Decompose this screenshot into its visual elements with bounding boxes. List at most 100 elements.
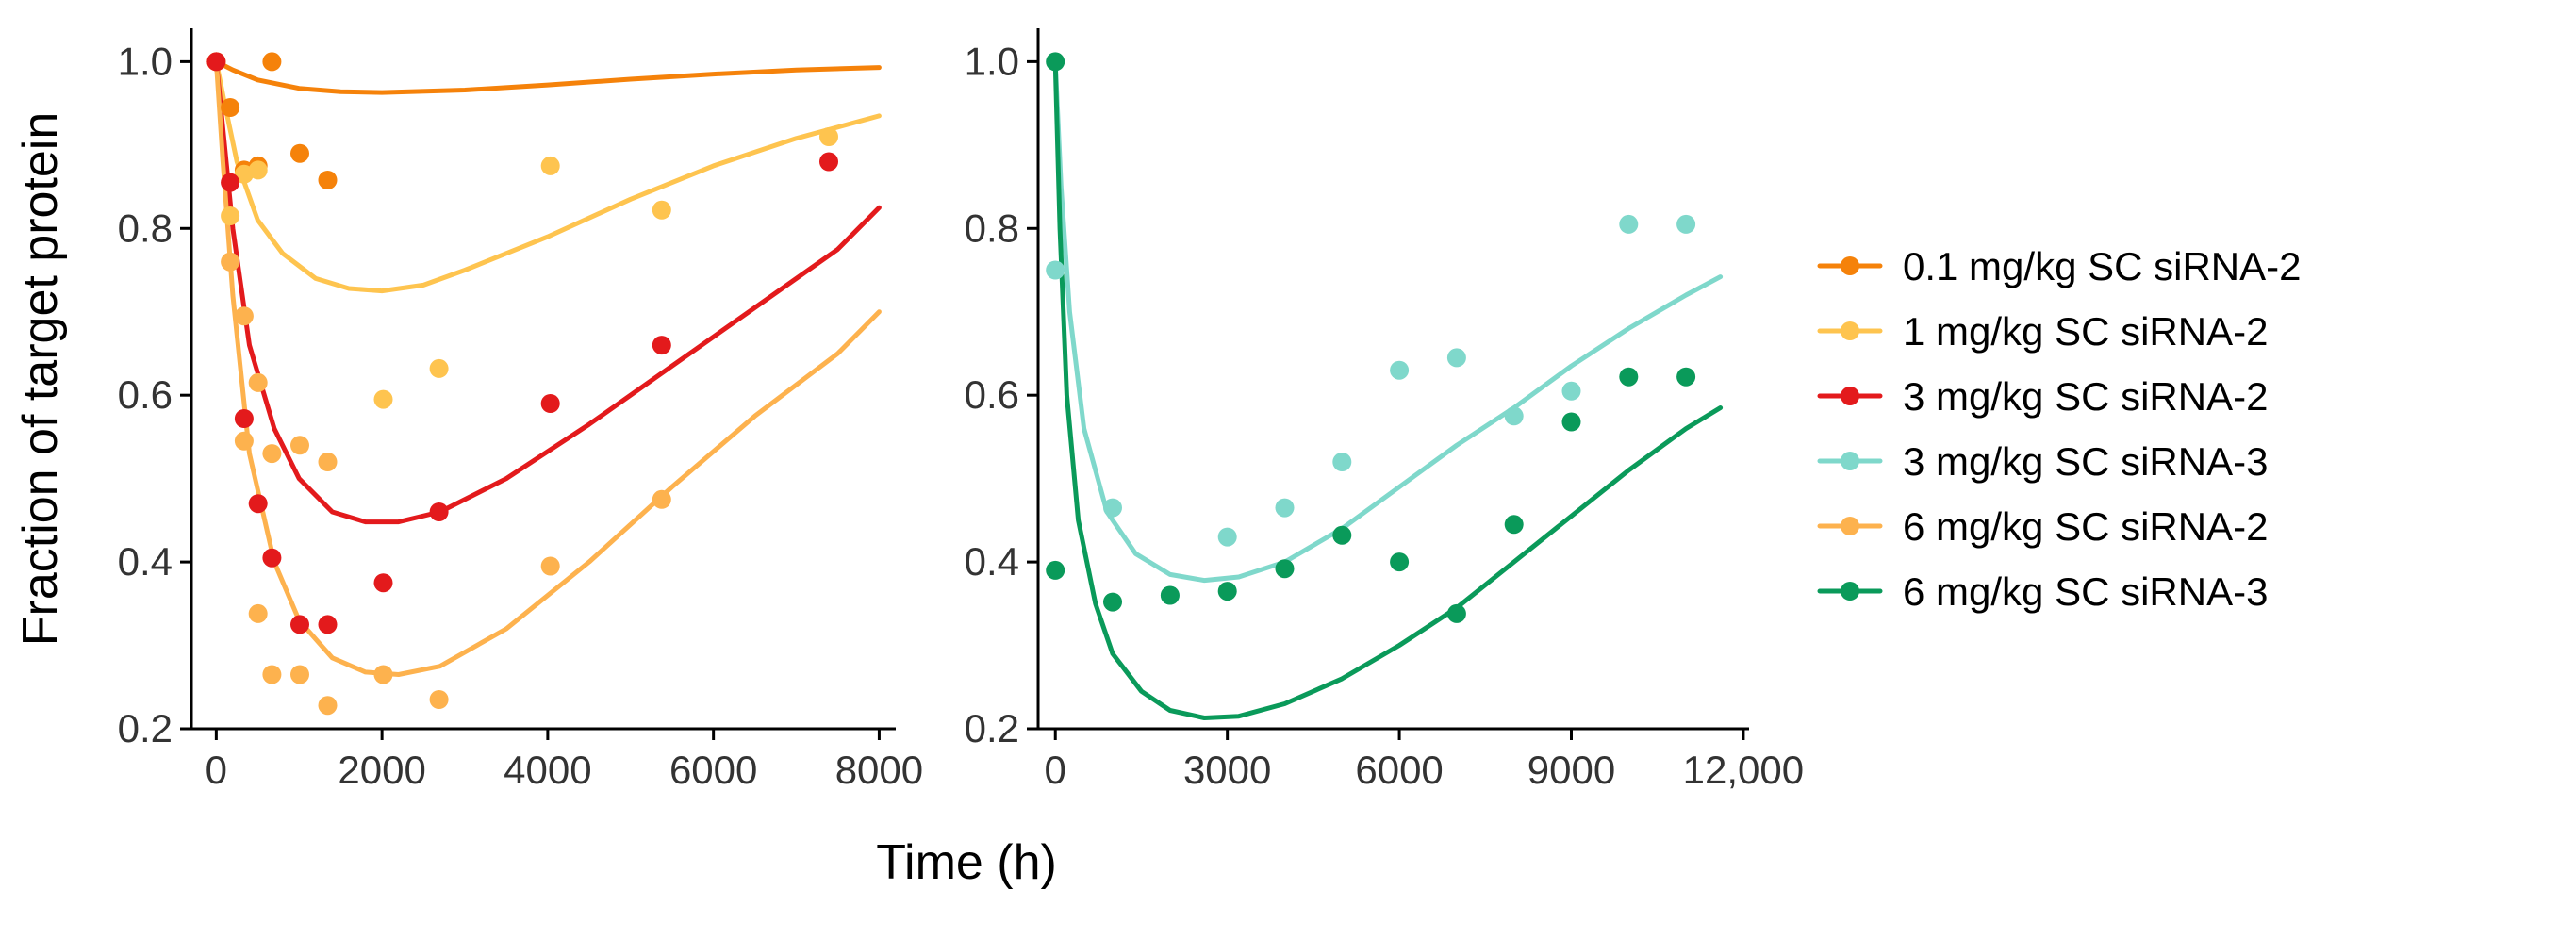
data-point-6-mg-kg-sc-sirna-3-4 bbox=[1217, 582, 1237, 601]
legend-marker-1-mg-kg-sc-sirna-2 bbox=[1841, 321, 1859, 340]
right-y-tick-label: 0.2 bbox=[965, 706, 1019, 750]
data-point-6-mg-kg-sc-sirna-2-3 bbox=[248, 372, 268, 392]
left-y-tick-label: 1.0 bbox=[118, 39, 173, 83]
data-point-6-mg-kg-sc-sirna-3-9 bbox=[1504, 515, 1524, 535]
data-point-3-mg-kg-sc-sirna-3-5 bbox=[1332, 453, 1352, 471]
left-x-tick-label: 8000 bbox=[835, 748, 923, 792]
data-point-3-mg-kg-sc-sirna-3-3 bbox=[1217, 527, 1237, 547]
right-y-tick-label: 0.8 bbox=[965, 206, 1019, 250]
legend-item-0-1-mg-kg-sc-sirna-2: 0.1 mg/kg SC siRNA-2 bbox=[1817, 244, 2301, 288]
data-point-3-mg-kg-sc-sirna-3-4 bbox=[1275, 498, 1295, 518]
data-point-6-mg-kg-sc-sirna-2-4 bbox=[248, 603, 268, 623]
data-point-6-mg-kg-sc-sirna-2-2 bbox=[234, 431, 254, 451]
data-point-3-mg-kg-sc-sirna-3-0 bbox=[1046, 260, 1065, 280]
data-point-3-mg-kg-sc-sirna-2-5 bbox=[290, 615, 309, 634]
fit-line-6-mg-kg-sc-sirna-3 bbox=[1052, 58, 1724, 720]
right-fit-lines bbox=[1052, 58, 1724, 720]
left-y-tick-label: 0.4 bbox=[118, 539, 173, 584]
data-point-3-mg-kg-sc-sirna-2-7 bbox=[373, 573, 393, 593]
legend-marker-0-1-mg-kg-sc-sirna-2 bbox=[1841, 256, 1859, 275]
data-point-6-mg-kg-sc-sirna-2-14 bbox=[652, 489, 671, 509]
data-point-6-mg-kg-sc-sirna-2-6 bbox=[262, 665, 282, 684]
left-y-tick-label: 0.6 bbox=[118, 372, 173, 417]
legend-label-6-mg-kg-sc-sirna-2: 6 mg/kg SC siRNA-2 bbox=[1903, 504, 2268, 549]
right-y-tick-label: 0.4 bbox=[965, 539, 1019, 584]
data-point-1-mg-kg-sc-sirna-2-7 bbox=[652, 200, 671, 220]
data-point-6-mg-kg-sc-sirna-3-3 bbox=[1160, 585, 1180, 605]
left-panel: 0.2 0.4 0.6 0.8 1.0 0 2000 4000 6000 8000 bbox=[118, 28, 923, 792]
legend-marker-3-mg-kg-sc-sirna-2 bbox=[1841, 387, 1859, 405]
right-x-tick-label: 0 bbox=[1045, 748, 1066, 792]
legend-marker-6-mg-kg-sc-sirna-3 bbox=[1841, 582, 1859, 601]
right-x-tick-label: 6000 bbox=[1355, 748, 1443, 792]
legend-item-3-mg-kg-sc-sirna-3: 3 mg/kg SC siRNA-3 bbox=[1817, 439, 2268, 484]
data-point-3-mg-kg-sc-sirna-3-6 bbox=[1390, 360, 1410, 380]
right-y-tick-label: 1.0 bbox=[965, 39, 1019, 83]
data-point-6-mg-kg-sc-sirna-2-11 bbox=[373, 665, 393, 684]
right-y-tick-label: 0.6 bbox=[965, 372, 1019, 417]
left-x-tick-label: 6000 bbox=[669, 748, 757, 792]
data-point-3-mg-kg-sc-sirna-3-9 bbox=[1561, 381, 1581, 401]
data-point-3-mg-kg-sc-sirna-2-8 bbox=[429, 502, 449, 521]
data-point-6-mg-kg-sc-sirna-3-0 bbox=[1046, 52, 1065, 72]
data-point-3-mg-kg-sc-sirna-2-10 bbox=[652, 336, 671, 355]
data-point-0-1-mg-kg-sc-sirna-2-5 bbox=[290, 143, 309, 163]
right-panel: 0.2 0.4 0.6 0.8 1.0 0 3000 6000 9000 12,000 bbox=[965, 28, 1804, 792]
left-y-ticks: 0.2 0.4 0.6 0.8 1.0 bbox=[118, 39, 191, 750]
data-point-6-mg-kg-sc-sirna-3-1 bbox=[1046, 560, 1065, 580]
data-point-3-mg-kg-sc-sirna-2-2 bbox=[234, 409, 254, 428]
left-y-tick-label: 0.8 bbox=[118, 206, 173, 250]
data-point-3-mg-kg-sc-sirna-3-10 bbox=[1619, 214, 1639, 234]
legend-item-1-mg-kg-sc-sirna-2: 1 mg/kg SC siRNA-2 bbox=[1817, 309, 2268, 354]
data-point-6-mg-kg-sc-sirna-2-1 bbox=[234, 306, 254, 326]
data-point-6-mg-kg-sc-sirna-3-2 bbox=[1103, 592, 1122, 612]
fit-line-3-mg-kg-sc-sirna-3 bbox=[1052, 58, 1724, 584]
data-point-1-mg-kg-sc-sirna-2-8 bbox=[819, 127, 838, 146]
data-point-1-mg-kg-sc-sirna-2-1 bbox=[221, 206, 240, 225]
data-point-6-mg-kg-sc-sirna-3-12 bbox=[1676, 367, 1696, 387]
data-point-3-mg-kg-sc-sirna-2-9 bbox=[540, 394, 560, 413]
data-point-6-mg-kg-sc-sirna-3-10 bbox=[1561, 412, 1581, 432]
data-point-1-mg-kg-sc-sirna-2-6 bbox=[540, 156, 560, 175]
data-point-3-mg-kg-sc-sirna-3-8 bbox=[1504, 406, 1524, 426]
legend-marker-6-mg-kg-sc-sirna-2 bbox=[1841, 517, 1859, 535]
data-point-3-mg-kg-sc-sirna-2-11 bbox=[819, 152, 838, 172]
data-point-6-mg-kg-sc-sirna-2-13 bbox=[540, 556, 560, 576]
data-point-3-mg-kg-sc-sirna-2-1 bbox=[221, 173, 240, 192]
data-point-6-mg-kg-sc-sirna-3-8 bbox=[1446, 603, 1466, 623]
y-axis-title: Fraction of target protein bbox=[13, 112, 68, 647]
data-point-6-mg-kg-sc-sirna-2-10 bbox=[318, 696, 338, 716]
data-point-0-1-mg-kg-sc-sirna-2-1 bbox=[221, 98, 240, 117]
legend-item-6-mg-kg-sc-sirna-2: 6 mg/kg SC siRNA-2 bbox=[1817, 504, 2268, 549]
fit-line-0-1-mg-kg-sc-sirna-2 bbox=[213, 58, 882, 95]
left-x-tick-label: 2000 bbox=[338, 748, 425, 792]
data-point-6-mg-kg-sc-sirna-2-5 bbox=[262, 444, 282, 464]
right-x-tick-label: 12,000 bbox=[1683, 748, 1804, 792]
data-point-6-mg-kg-sc-sirna-2-0 bbox=[221, 252, 240, 272]
data-point-6-mg-kg-sc-sirna-2-7 bbox=[290, 436, 309, 455]
data-point-6-mg-kg-sc-sirna-2-8 bbox=[290, 665, 309, 684]
legend-item-3-mg-kg-sc-sirna-2: 3 mg/kg SC siRNA-2 bbox=[1817, 374, 2268, 419]
data-point-3-mg-kg-sc-sirna-2-4 bbox=[262, 548, 282, 568]
data-point-3-mg-kg-sc-sirna-3-1 bbox=[1103, 498, 1122, 518]
right-x-ticks: 0 3000 6000 9000 12,000 bbox=[1045, 729, 1804, 792]
data-point-6-mg-kg-sc-sirna-3-5 bbox=[1275, 559, 1295, 579]
data-point-6-mg-kg-sc-sirna-2-9 bbox=[318, 453, 338, 471]
left-x-tick-label: 4000 bbox=[504, 748, 591, 792]
legend-label-1-mg-kg-sc-sirna-2: 1 mg/kg SC siRNA-2 bbox=[1903, 309, 2268, 354]
right-y-ticks: 0.2 0.4 0.6 0.8 1.0 bbox=[965, 39, 1038, 750]
legend: 0.1 mg/kg SC siRNA-2 1 mg/kg SC siRNA-2 3 … bbox=[1817, 244, 2301, 614]
data-point-6-mg-kg-sc-sirna-3-6 bbox=[1332, 525, 1352, 545]
right-x-tick-label: 3000 bbox=[1183, 748, 1271, 792]
legend-label-3-mg-kg-sc-sirna-3: 3 mg/kg SC siRNA-3 bbox=[1903, 439, 2268, 484]
data-point-1-mg-kg-sc-sirna-2-3 bbox=[248, 160, 268, 180]
legend-marker-3-mg-kg-sc-sirna-3 bbox=[1841, 452, 1859, 470]
x-axis-title: Time (h) bbox=[876, 835, 1057, 890]
fit-line-3-mg-kg-sc-sirna-2 bbox=[213, 58, 882, 525]
left-x-ticks: 0 2000 4000 6000 8000 bbox=[206, 729, 923, 792]
left-data-points bbox=[206, 52, 838, 716]
data-point-3-mg-kg-sc-sirna-2-3 bbox=[248, 494, 268, 514]
data-point-0-1-mg-kg-sc-sirna-2-4 bbox=[262, 52, 282, 72]
right-x-tick-label: 9000 bbox=[1527, 748, 1615, 792]
